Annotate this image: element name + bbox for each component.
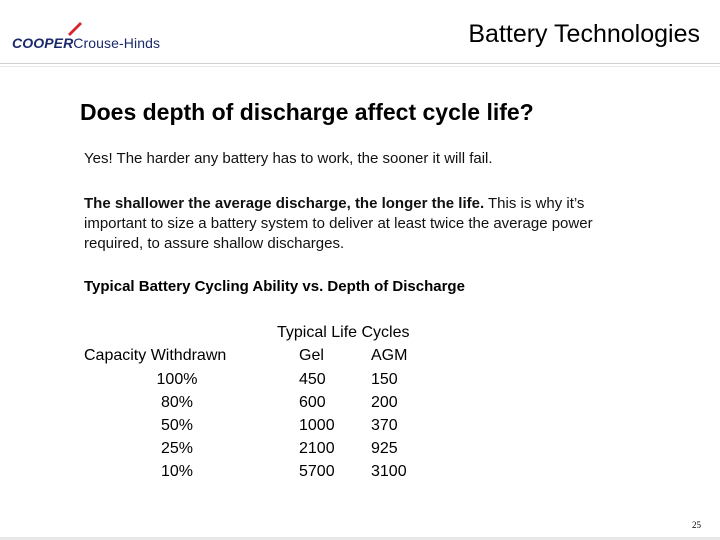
cell-agm: 925 [371, 440, 398, 457]
cell-agm: 3100 [371, 463, 407, 480]
table-body: 100% 450 150 80% 600 200 50% 1000 370 25… [0, 370, 720, 485]
cell-gel: 1000 [299, 417, 335, 434]
cell-agm: 200 [371, 394, 398, 411]
paragraph-intro: Yes! The harder any battery has to work,… [84, 150, 493, 167]
footer-divider [0, 537, 720, 540]
cell-gel: 600 [299, 394, 326, 411]
logo-division: Crouse-Hinds [73, 35, 161, 51]
cell-agm: 370 [371, 417, 398, 434]
header-divider-shadow [0, 66, 720, 67]
slide-title: Battery Technologies [468, 20, 700, 48]
company-logo: COOPERCrouse-Hinds [12, 20, 172, 52]
table-row: 10% 5700 3100 [0, 462, 720, 485]
cell-capacity: 10% [160, 463, 194, 480]
cell-gel: 2100 [299, 440, 335, 457]
cell-gel: 450 [299, 371, 326, 388]
cell-capacity: 25% [160, 440, 194, 457]
cell-gel: 5700 [299, 463, 335, 480]
table-group-header: Typical Life Cycles [277, 324, 410, 341]
cell-capacity: 80% [160, 394, 194, 411]
paragraph-explanation: The shallower the average discharge, the… [84, 194, 644, 254]
paragraph-rest: This is why it’s important to size a bat… [84, 195, 593, 252]
cell-capacity: 100% [156, 371, 198, 388]
table-row: 80% 600 200 [0, 393, 720, 416]
cell-agm: 150 [371, 371, 398, 388]
main-heading: Does depth of discharge affect cycle lif… [80, 99, 534, 125]
table-row: 50% 1000 370 [0, 416, 720, 439]
header-divider [0, 63, 720, 64]
paragraph-emphasis: The shallower the average discharge, the… [84, 195, 485, 212]
logo-wordmark: COOPERCrouse-Hinds [12, 35, 160, 51]
logo-brand: COOPER [12, 35, 74, 51]
cell-capacity: 50% [160, 417, 194, 434]
column-header-agm: AGM [371, 347, 408, 364]
page-number: 25 [692, 520, 701, 530]
column-header-capacity: Capacity Withdrawn [84, 347, 227, 364]
table-row: 100% 450 150 [0, 370, 720, 393]
table-caption: Typical Battery Cycling Ability vs. Dept… [84, 278, 465, 295]
column-header-gel: Gel [299, 347, 324, 364]
table-row: 25% 2100 925 [0, 439, 720, 462]
logo-mark-icon [68, 22, 82, 36]
